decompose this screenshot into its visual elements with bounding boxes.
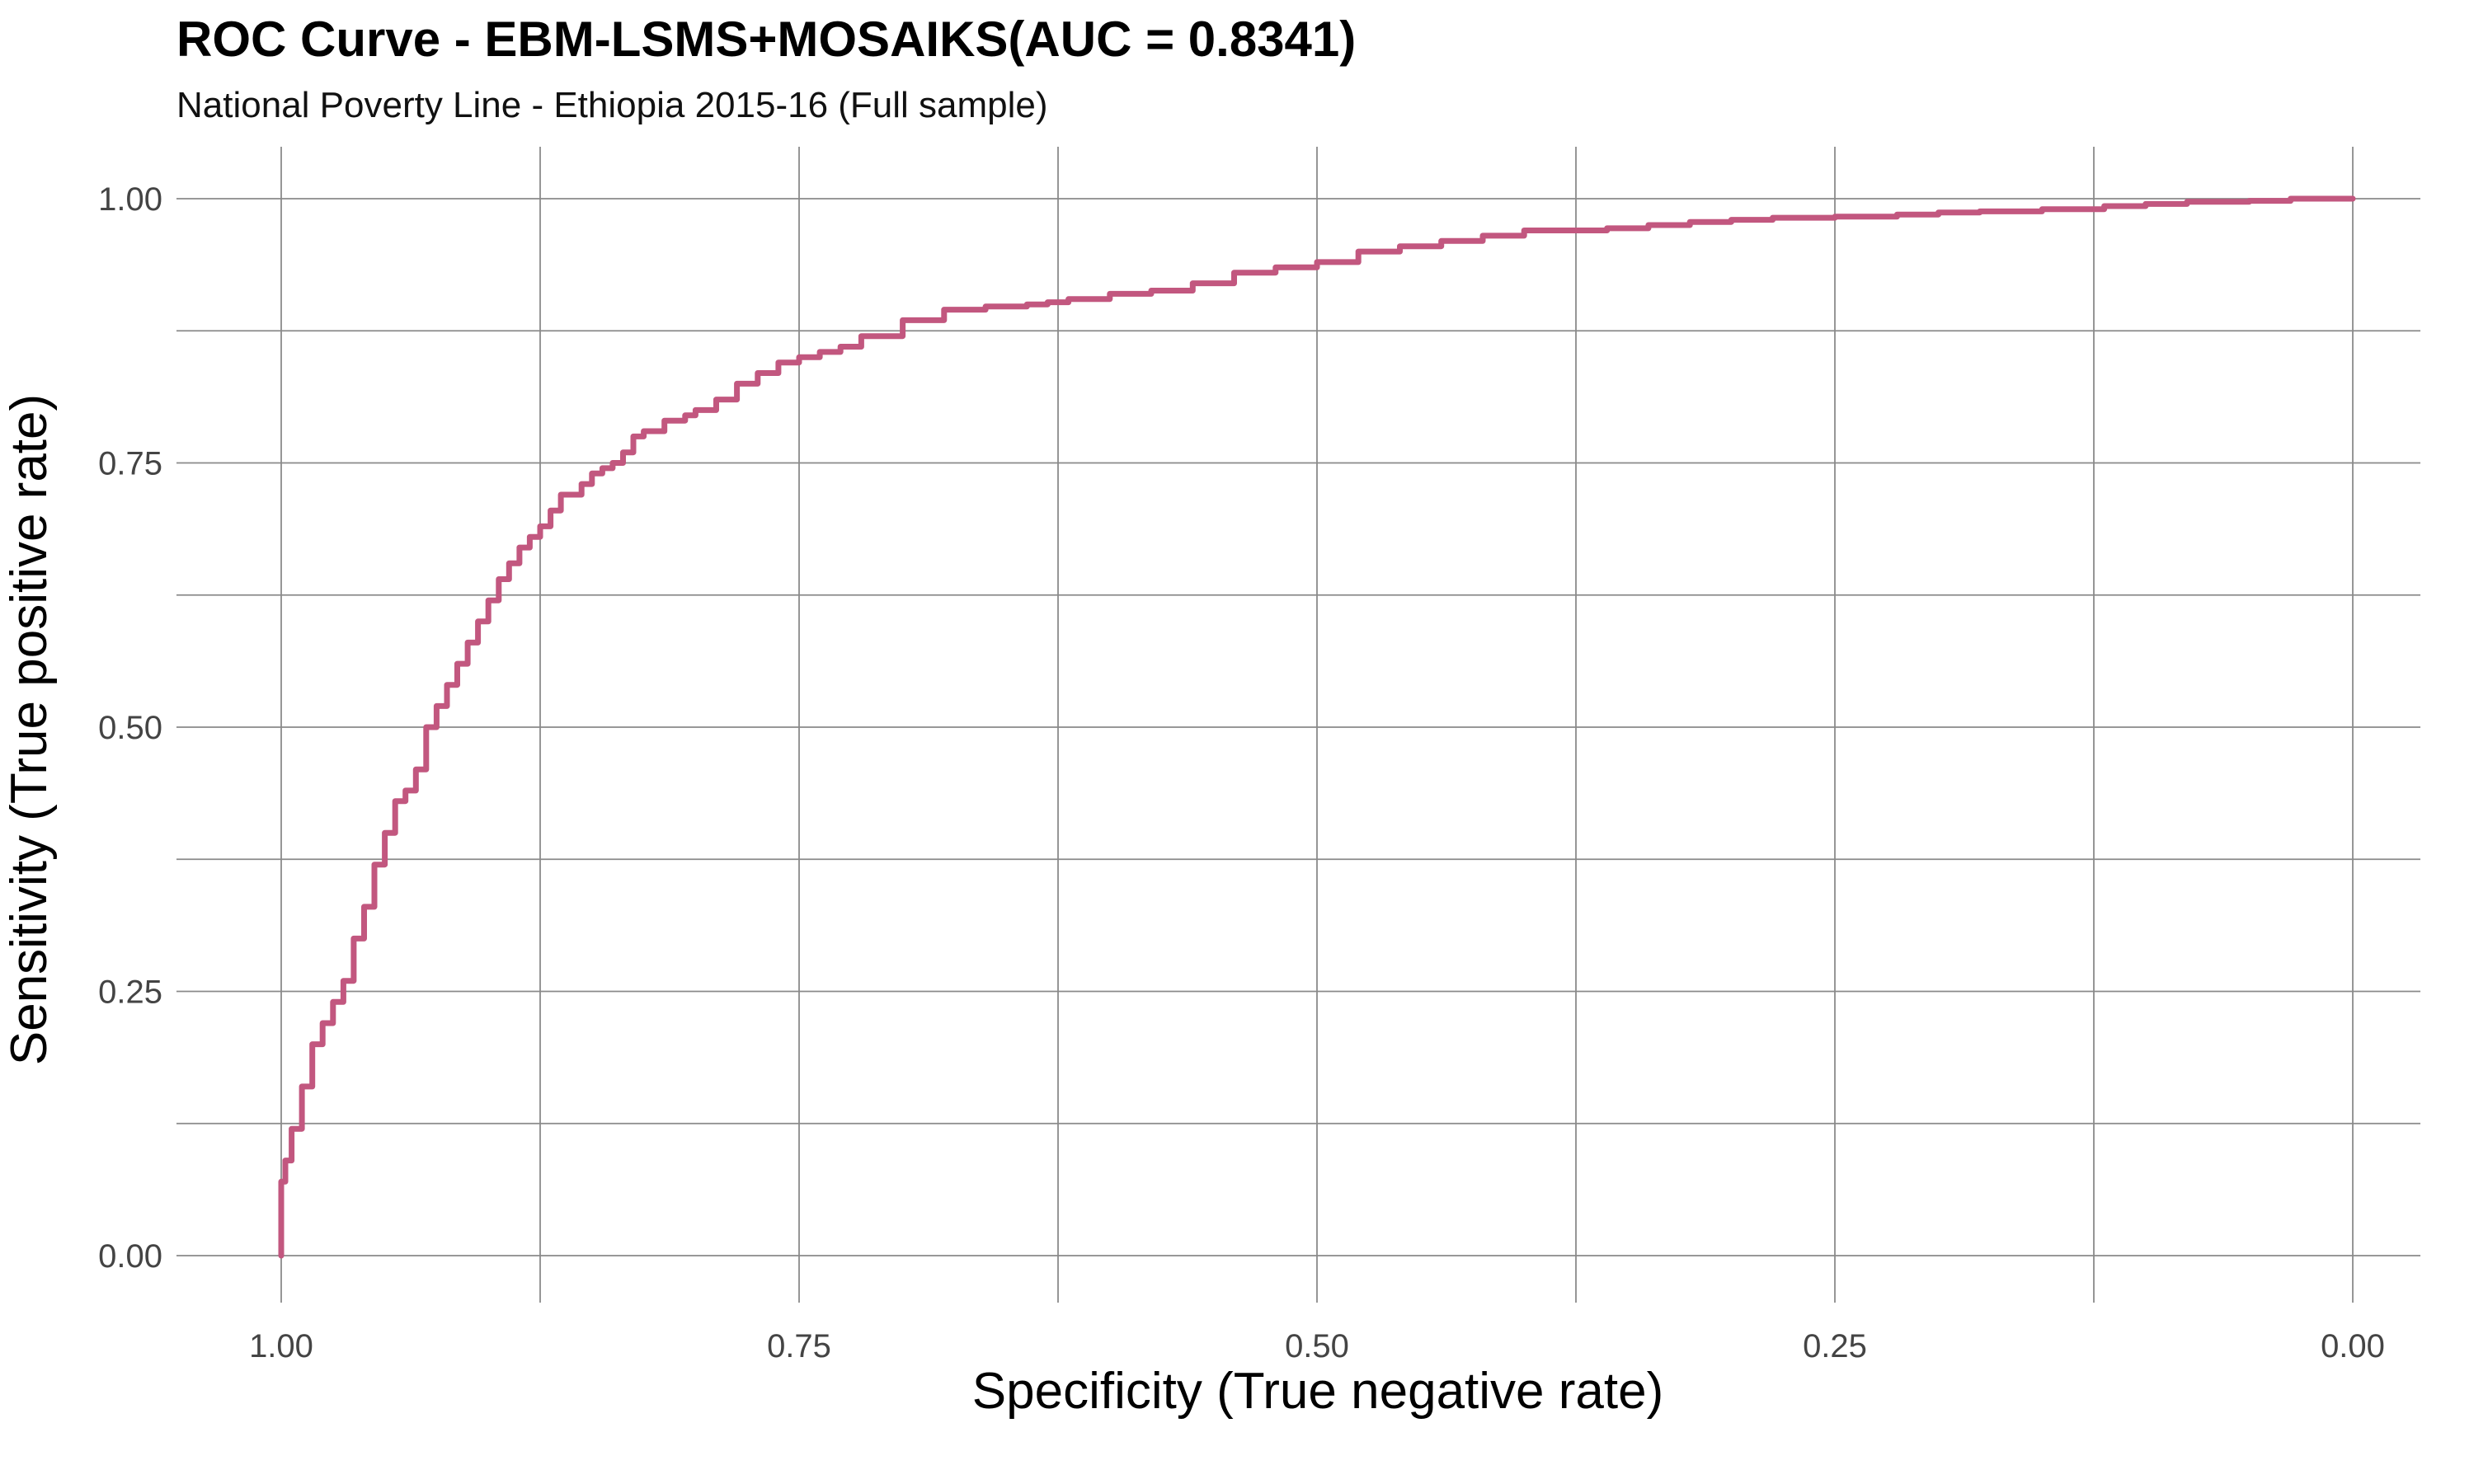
y-tick-label: 0.75 xyxy=(98,446,162,482)
x-tick-label: 0.00 xyxy=(2321,1328,2385,1364)
chart-subtitle: National Poverty Line - Ethiopia 2015-16… xyxy=(176,85,1048,125)
x-axis-title: Specificity (True negative rate) xyxy=(972,1363,1663,1420)
x-tick-label: 0.50 xyxy=(1285,1328,1349,1364)
roc-curve-line xyxy=(278,195,2356,1259)
y-tick-label: 0.00 xyxy=(98,1238,162,1275)
y-tick-label: 0.50 xyxy=(98,710,162,746)
x-axis-ticks: 1.00 0.75 0.50 0.25 0.00 xyxy=(249,1328,2385,1364)
y-axis-title: Sensitivity (True positive rate) xyxy=(1,394,58,1065)
y-tick-label: 0.25 xyxy=(98,974,162,1011)
x-tick-label: 1.00 xyxy=(249,1328,313,1364)
chart-title: ROC Curve - EBM-LSMS+MOSAIKS(AUC = 0.834… xyxy=(176,12,1356,67)
x-tick-label: 0.75 xyxy=(767,1328,831,1364)
y-axis-ticks: 0.00 0.25 0.50 0.75 1.00 xyxy=(98,181,162,1275)
grid xyxy=(176,147,2420,1303)
y-tick-label: 1.00 xyxy=(98,181,162,218)
roc-series xyxy=(278,195,2356,1259)
x-tick-label: 0.25 xyxy=(1803,1328,1867,1364)
